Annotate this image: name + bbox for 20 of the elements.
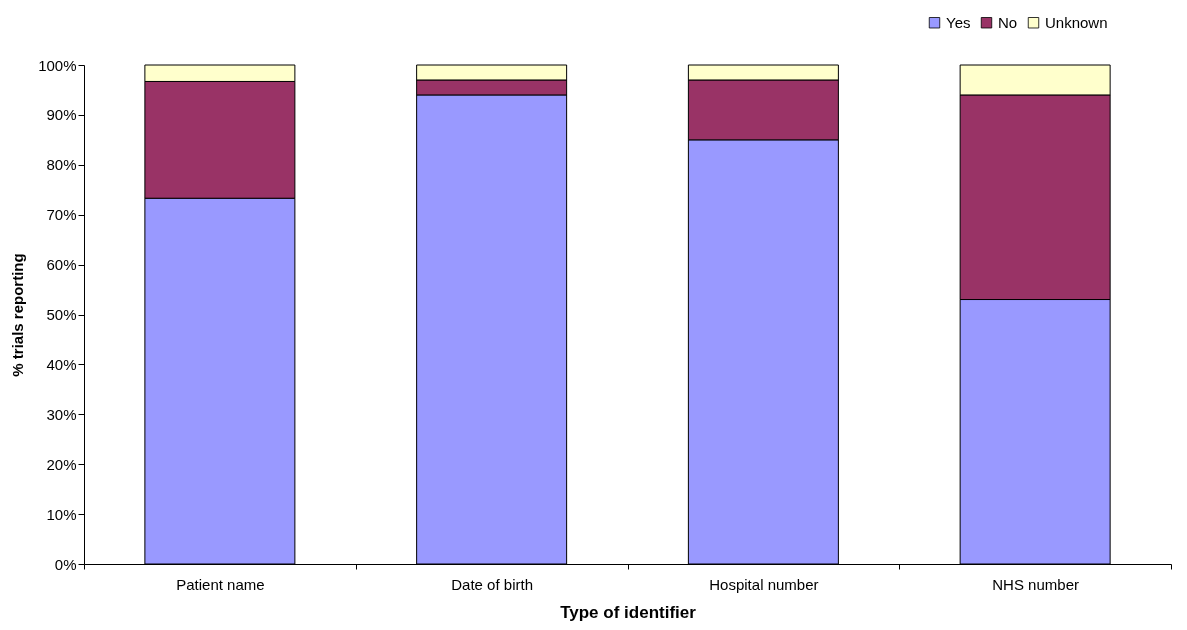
y-tick-label: 0% bbox=[54, 555, 77, 573]
x-tick-label: NHS number bbox=[992, 575, 1079, 593]
x-tick-label: Patient name bbox=[176, 575, 265, 593]
y-tick-label: 30% bbox=[46, 405, 77, 423]
x-tick-label: Date of birth bbox=[451, 575, 533, 593]
x-tick-label: Hospital number bbox=[709, 575, 819, 593]
y-tick-label: 80% bbox=[46, 156, 77, 174]
y-tick-label: 40% bbox=[46, 355, 77, 373]
y-tick-label: 50% bbox=[46, 306, 77, 323]
legend-label: Unknown bbox=[1045, 13, 1108, 31]
y-tick-label: 10% bbox=[46, 505, 77, 523]
y-axis-title: % trials reporting bbox=[9, 253, 27, 377]
legend-label: Yes bbox=[946, 13, 971, 31]
y-tick-label: 70% bbox=[46, 206, 77, 224]
y-tick-label: 90% bbox=[46, 106, 77, 124]
legend-label: No bbox=[998, 13, 1018, 31]
y-tick-label: 20% bbox=[46, 455, 77, 473]
y-tick-label: 60% bbox=[46, 256, 77, 274]
x-axis-title: Type of identifier bbox=[560, 602, 697, 622]
y-tick-label: 100% bbox=[38, 56, 77, 74]
